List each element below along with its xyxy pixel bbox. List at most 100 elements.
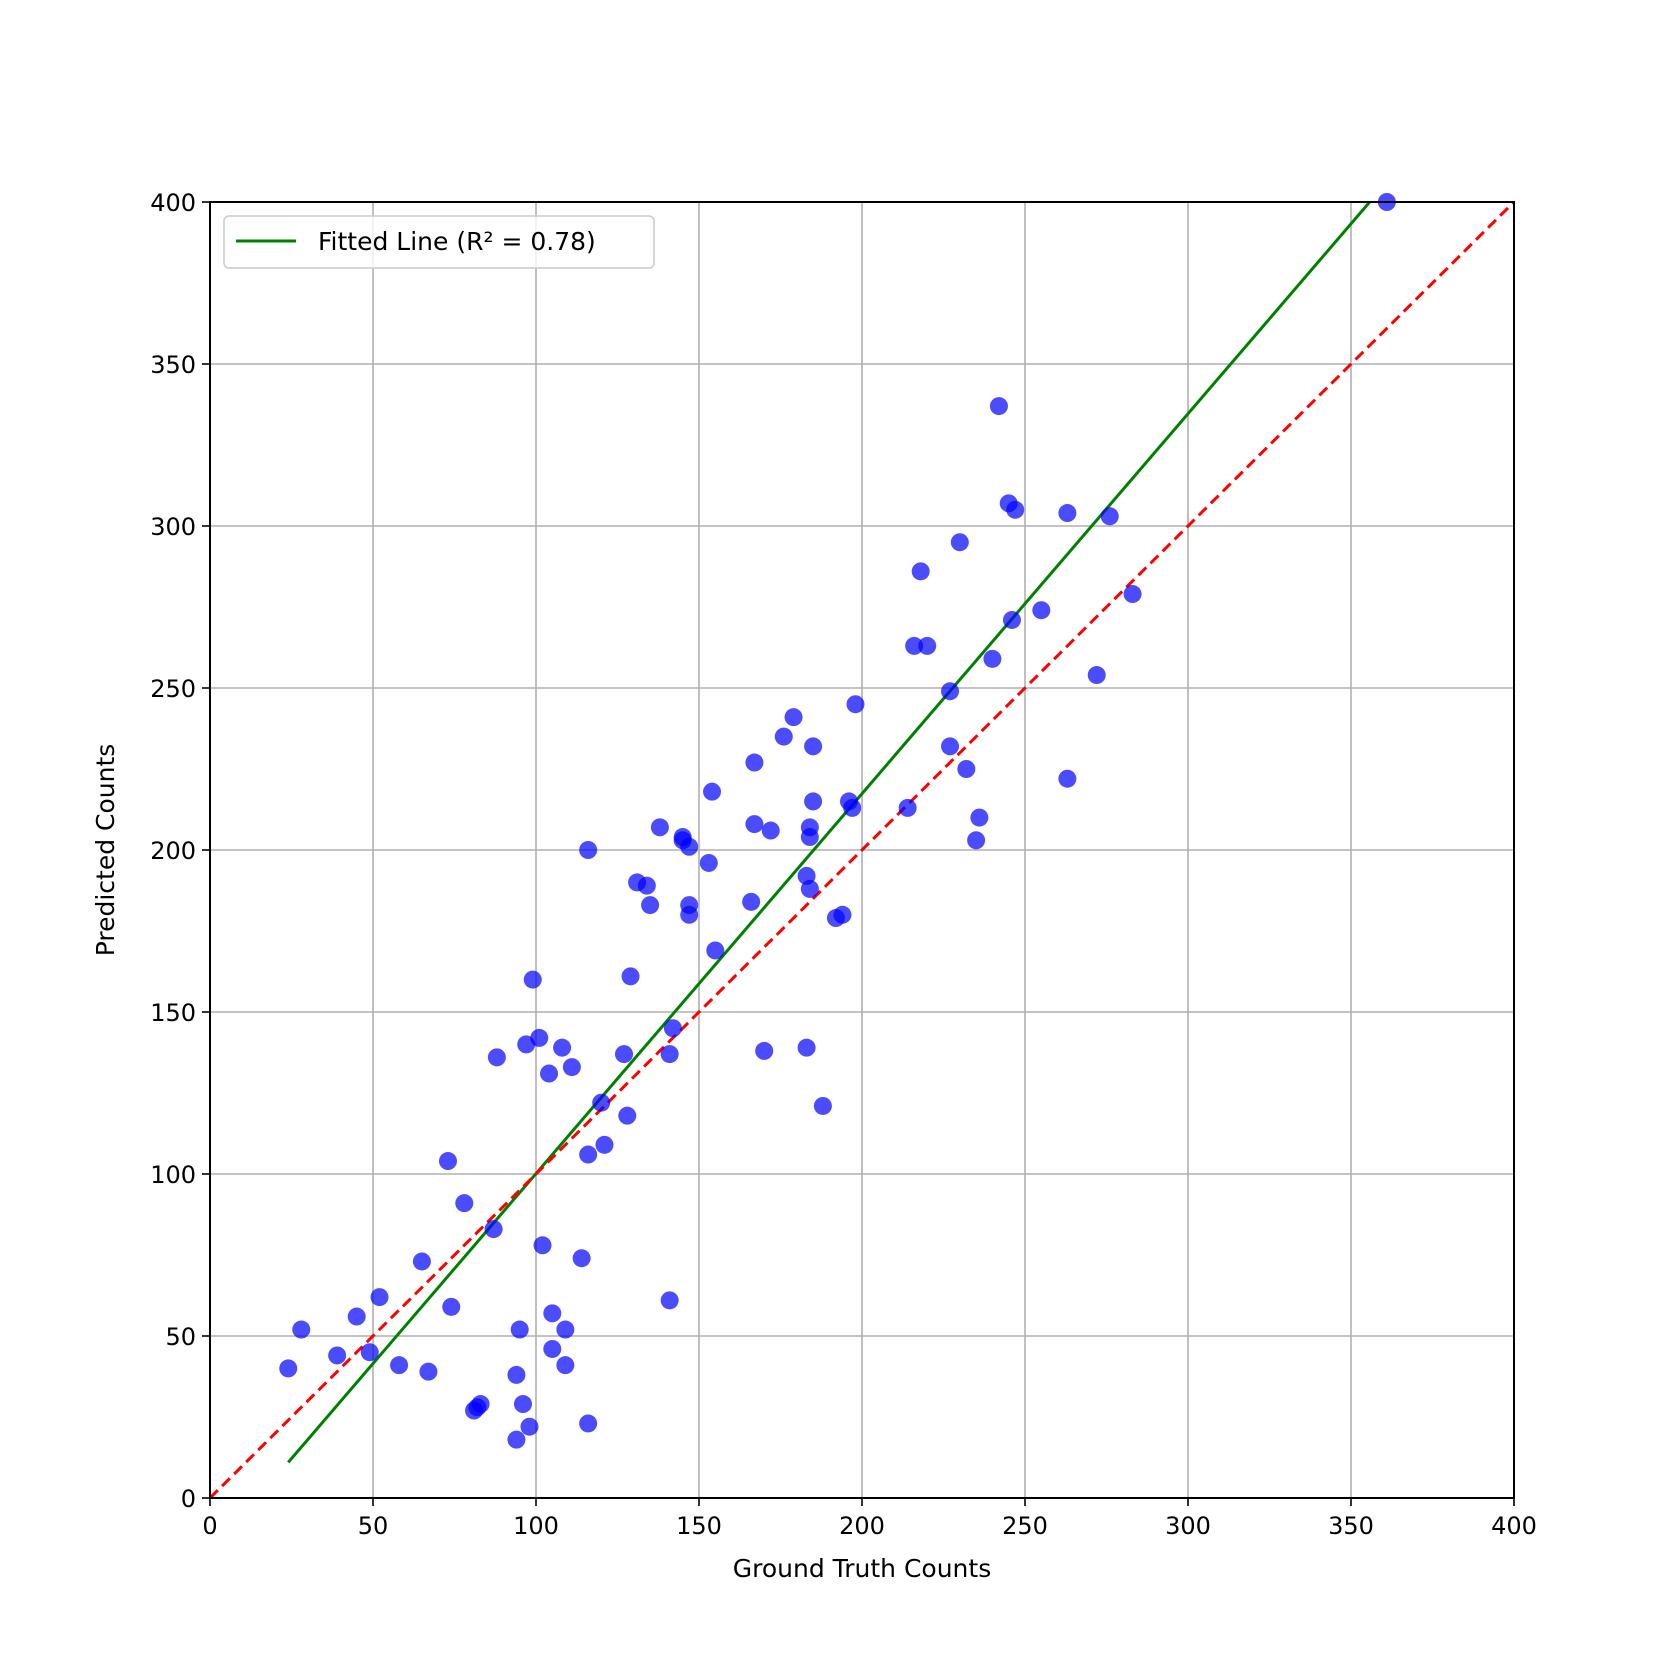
data-point <box>637 876 656 895</box>
data-point <box>1006 500 1025 519</box>
legend: Fitted Line (R² = 0.78) <box>223 215 655 269</box>
data-point <box>556 1356 575 1375</box>
legend-label-fitted-line: Fitted Line (R² = 0.78) <box>318 227 596 256</box>
identity-line <box>210 202 1514 1498</box>
data-point <box>487 1048 506 1067</box>
fitted-line-group <box>287 202 1372 1464</box>
data-point <box>761 821 780 840</box>
data-point <box>543 1304 562 1323</box>
data-point <box>442 1297 461 1316</box>
data-point <box>370 1288 389 1307</box>
data-point <box>989 397 1008 416</box>
data-point <box>579 841 598 859</box>
data-point <box>941 682 960 701</box>
data-point <box>292 1320 311 1339</box>
data-point <box>419 1362 438 1381</box>
data-point <box>484 1220 503 1239</box>
data-point <box>983 649 1002 668</box>
data-point <box>572 1249 591 1268</box>
x-axis-label: Ground Truth Counts <box>733 1554 991 1583</box>
data-point <box>804 737 823 756</box>
data-point <box>455 1194 474 1213</box>
legend-box <box>223 215 655 269</box>
x-tick-label: 250 <box>1002 1512 1048 1540</box>
y-tick-label: 0 <box>181 1485 196 1513</box>
data-point <box>663 1019 682 1038</box>
data-point <box>650 818 669 837</box>
data-point <box>562 1058 581 1077</box>
y-tick-label: 400 <box>150 189 196 217</box>
data-point <box>347 1307 366 1326</box>
y-tick-label: 250 <box>150 675 196 703</box>
data-point <box>898 798 917 817</box>
data-point <box>911 562 930 581</box>
y-axis-label: Predicted Counts <box>91 744 120 957</box>
data-point <box>556 1320 575 1339</box>
data-point <box>523 970 542 989</box>
y-tick-label: 150 <box>150 999 196 1027</box>
data-point <box>1058 504 1077 523</box>
data-point <box>800 828 819 847</box>
data-point <box>941 737 960 756</box>
y-axis-ticks: 0 50 100 150 200 250 300 350 400 <box>150 189 210 1513</box>
data-point <box>703 782 722 801</box>
data-point <box>390 1356 409 1375</box>
y-tick-label: 100 <box>150 1161 196 1189</box>
data-point <box>680 905 699 924</box>
x-tick-label: 0 <box>202 1512 217 1540</box>
data-point <box>774 727 793 746</box>
x-tick-label: 300 <box>1165 1512 1211 1540</box>
data-point <box>797 1038 816 1057</box>
data-point <box>510 1320 529 1339</box>
data-point <box>967 831 986 850</box>
data-point <box>533 1236 552 1255</box>
data-point <box>513 1395 532 1414</box>
data-point <box>745 815 764 834</box>
data-point <box>595 1135 614 1154</box>
data-point <box>846 695 865 714</box>
data-point <box>742 892 761 911</box>
data-point <box>279 1359 298 1378</box>
data-point <box>833 905 852 924</box>
data-point <box>745 753 764 772</box>
data-point <box>507 1365 526 1384</box>
data-point <box>507 1430 526 1449</box>
data-point <box>553 1038 572 1057</box>
data-point <box>360 1343 379 1362</box>
data-point <box>918 636 937 655</box>
data-point <box>755 1041 774 1060</box>
x-tick-label: 150 <box>676 1512 722 1540</box>
data-point <box>800 879 819 898</box>
data-point <box>618 1106 637 1125</box>
x-tick-label: 200 <box>839 1512 885 1540</box>
fitted-line <box>287 202 1372 1464</box>
data-point <box>641 896 660 915</box>
data-point <box>1123 585 1142 604</box>
y-tick-label: 350 <box>150 351 196 379</box>
data-point <box>471 1395 490 1414</box>
data-point <box>328 1346 347 1365</box>
data-point <box>579 1414 598 1433</box>
data-point <box>699 853 718 872</box>
data-point <box>706 941 725 960</box>
x-tick-label: 400 <box>1491 1512 1537 1540</box>
y-tick-label: 50 <box>165 1323 196 1351</box>
data-point <box>843 798 862 817</box>
data-point <box>615 1045 634 1064</box>
y-tick-label: 300 <box>150 513 196 541</box>
y-tick-label: 200 <box>150 837 196 865</box>
data-point <box>592 1093 611 1112</box>
data-point <box>530 1028 549 1047</box>
x-tick-label: 50 <box>358 1512 389 1540</box>
data-point <box>579 1145 598 1164</box>
x-axis-ticks: 0 50 100 150 200 250 300 350 400 <box>202 1498 1537 1540</box>
data-points <box>279 193 1396 1449</box>
data-point <box>950 533 969 552</box>
data-point <box>438 1152 457 1171</box>
x-tick-label: 350 <box>1328 1512 1374 1540</box>
data-point <box>520 1417 539 1436</box>
data-point <box>813 1096 832 1115</box>
data-point <box>660 1045 679 1064</box>
data-point <box>540 1064 559 1083</box>
